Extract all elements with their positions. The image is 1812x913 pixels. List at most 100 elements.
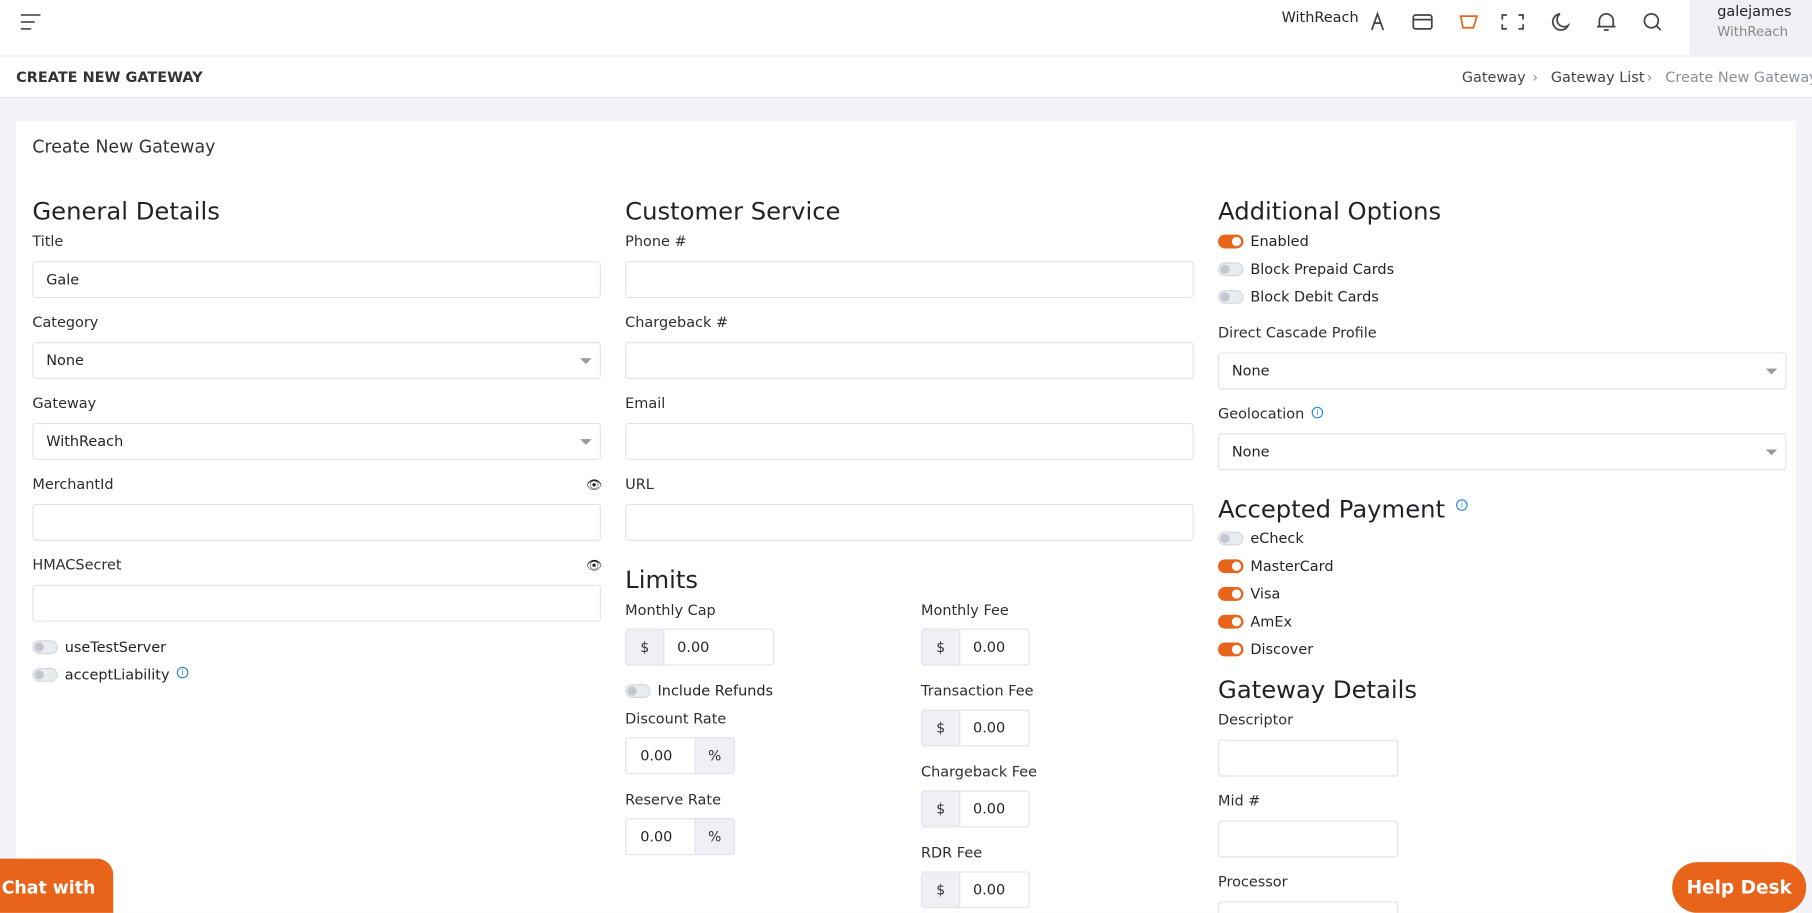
section-heading: General Details [32,197,220,226]
breadcrumb-separator: › [1646,69,1653,86]
user-name: galejames [1717,2,1792,20]
select[interactable] [1218,433,1787,471]
menu-icon[interactable] [20,13,43,31]
info-icon[interactable]: i [176,666,189,679]
select-caret [1765,368,1778,375]
toggle-label: eCheck [1250,529,1304,547]
field-label: Monthly Cap [625,600,716,619]
field-label: Title [32,232,64,250]
field-value: None [1231,442,1270,460]
input-value: 0.00 [973,880,1006,898]
toggle-label: Include Refunds [657,681,774,700]
info-icon[interactable]: i [1456,499,1468,511]
breadcrumb: Create New Gateway [1665,68,1812,86]
toggle-knob[interactable] [1231,589,1242,599]
page-header [0,56,1812,99]
field-label: Mid # [1218,791,1261,809]
input[interactable] [32,584,601,622]
field-label: HMACSecret [32,555,122,574]
toggle-knob[interactable] [1231,236,1242,247]
field-label: Discount Rate [625,709,727,727]
field-label: Monthly Fee [921,600,1009,619]
section-heading: Additional Options [1218,197,1442,226]
toggle-label: AmEx [1250,612,1293,630]
input-addon: $ [921,871,961,909]
input[interactable] [1218,820,1399,858]
section-heading: Accepted Payment [1218,495,1446,524]
input-addon: $ [921,790,961,828]
toggle-knob[interactable] [627,686,637,696]
topbar [0,0,1812,57]
input[interactable] [1218,739,1399,777]
toggle-knob[interactable] [1231,561,1242,571]
field-label: URL [625,474,654,493]
toggle-label: acceptLiability [64,665,170,683]
toggle-knob[interactable] [1231,617,1242,627]
toggle-knob[interactable] [1220,292,1230,302]
toggle-label: Block Debit Cards [1250,287,1379,306]
input[interactable] [625,737,696,775]
toggle-knob[interactable] [1220,533,1230,544]
input[interactable] [625,503,1194,541]
page-title: CREATE NEW GATEWAY [16,68,203,86]
input[interactable] [32,503,601,541]
field-value: Gale [46,270,80,288]
user-box[interactable] [1689,0,1812,57]
toggle-knob[interactable] [1231,644,1242,655]
field-label: RDR Fee [921,843,983,861]
field-value: WithReach [46,432,124,450]
breadcrumb-separator: › [1532,69,1538,86]
breadcrumb[interactable]: Gateway List [1550,68,1645,86]
input[interactable] [625,818,696,856]
input[interactable] [32,261,601,299]
input[interactable] [625,261,1194,299]
input-value: 0.00 [973,718,1006,737]
field-label: Chargeback Fee [921,762,1038,781]
input[interactable] [1218,901,1399,913]
field-label: Descriptor [1218,710,1294,729]
input-value: 0.00 [640,827,673,845]
field-label: MerchantId [32,474,114,493]
input[interactable] [959,790,1030,828]
card-title: Create New Gateway [32,136,216,158]
toggle-label: MasterCard [1250,557,1334,575]
select-caret [580,439,592,445]
input[interactable] [959,628,1030,666]
field-label: Reserve Rate [625,790,721,808]
select[interactable] [32,422,601,460]
field-label: Email [625,394,666,412]
field-label: Geolocation [1218,404,1305,422]
user-org: WithReach [1717,23,1789,40]
field-label: Transaction Fee [921,681,1034,700]
eye-icon[interactable]: 👁 [585,477,603,493]
select-caret [1765,449,1778,456]
input-addon: $ [921,709,961,747]
select[interactable] [1218,352,1787,390]
breadcrumb[interactable]: Gateway [1461,68,1526,86]
input[interactable] [663,628,775,666]
input[interactable] [959,871,1030,909]
input[interactable] [959,709,1030,747]
toggle-knob[interactable] [34,670,44,680]
toggle-label: useTestServer [64,637,167,656]
input[interactable] [625,342,1194,380]
input-value: 0.00 [973,637,1006,656]
input-addon: % [694,737,735,775]
toggle-label: Visa [1250,584,1281,603]
select[interactable] [32,342,601,380]
info-icon[interactable]: i [1311,406,1324,419]
field-label: Category [32,313,99,331]
field-value: None [1231,361,1270,380]
field-label: Phone # [625,232,687,250]
chat-button[interactable]: Chat with us! [0,858,114,913]
toggle-knob[interactable] [1220,264,1230,274]
eye-icon[interactable]: 👁 [585,558,603,574]
input[interactable] [625,422,1194,460]
toggle-knob[interactable] [34,642,44,652]
help-desk-button[interactable]: Help Desk [1672,862,1807,913]
toolbar-icons[interactable] [1364,7,1676,37]
field-label: Processor [1218,872,1288,890]
input-addon: $ [921,628,961,666]
